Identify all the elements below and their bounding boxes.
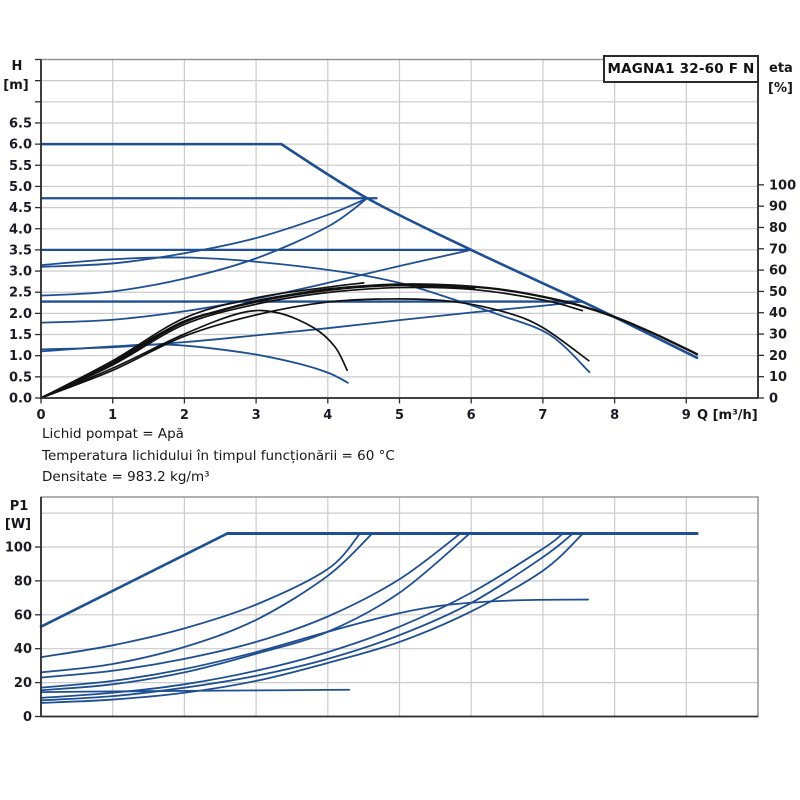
series-prop-pressure-b (40, 197, 369, 297)
svg-text:P1: P1 (10, 499, 29, 514)
svg-text:3: 3 (252, 408, 261, 423)
series-eta-curve-speed-high (40, 298, 590, 399)
svg-text:6: 6 (467, 408, 476, 423)
svg-text:80: 80 (769, 221, 787, 236)
series-p1-prop-pressure-d (40, 532, 584, 704)
series-p1-speed-curve-high (40, 598, 589, 689)
svg-text:2.0: 2.0 (9, 307, 32, 322)
svg-text:60: 60 (769, 264, 787, 279)
svg-text:2: 2 (180, 408, 189, 423)
svg-text:60: 60 (14, 608, 32, 623)
svg-text:4.0: 4.0 (9, 222, 32, 237)
svg-text:4: 4 (323, 408, 332, 423)
series-p1-const-pressure-4.7 (40, 532, 361, 659)
svg-text:0.5: 0.5 (9, 370, 32, 385)
svg-text:30: 30 (769, 328, 787, 343)
svg-text:0: 0 (23, 710, 32, 725)
hq-chart: 0.0 0.5 1.0 1.5 2.0 2.5 3.0 3.5 4.0 4.5 5.0 5.5 6.0 6… (3, 58, 796, 423)
p1-chart: 0 20 40 60 80 100 P1 [W] (5, 496, 759, 725)
svg-text:0: 0 (769, 392, 778, 407)
svg-text:6.0: 6.0 (9, 138, 32, 153)
series-prop-pressure-d (40, 300, 584, 351)
series-eta-curve-2 (40, 286, 584, 399)
svg-text:8: 8 (610, 408, 619, 423)
series-p1-max-rise (39, 532, 229, 628)
svg-text:1.5: 1.5 (9, 328, 32, 343)
series-speed-curve-min (40, 343, 349, 384)
series-p1-prop-pressure-a (40, 532, 374, 674)
svg-text:[m]: [m] (3, 78, 28, 93)
series-p1-prop-pressure-b (40, 532, 471, 692)
svg-text:70: 70 (769, 242, 787, 257)
svg-text:5.0: 5.0 (9, 180, 32, 195)
info-line-temperature: Temperatura lichidului în timpul funcțio… (42, 447, 395, 464)
info-line-density: Densitate = 983.2 kg/m³ (42, 469, 210, 485)
svg-text:9: 9 (682, 408, 691, 423)
svg-text:0.0: 0.0 (9, 392, 32, 407)
series-p1-const-pressure-3.5 (40, 532, 462, 679)
svg-text:3.5: 3.5 (9, 243, 32, 258)
svg-text:H: H (12, 59, 23, 74)
series-speed-curve-high (40, 256, 591, 374)
svg-text:6.5: 6.5 (9, 116, 32, 131)
svg-text:[%]: [%] (768, 81, 793, 96)
svg-text:40: 40 (14, 642, 32, 657)
svg-text:3.0: 3.0 (9, 265, 32, 280)
svg-text:1.0: 1.0 (9, 349, 32, 364)
svg-text:50: 50 (769, 285, 787, 300)
series-max-curve-descent (279, 142, 699, 360)
svg-text:10: 10 (769, 370, 787, 385)
pump-model-title-box: MAGNA1 32-60 F N (603, 55, 759, 83)
svg-text:90: 90 (769, 200, 787, 215)
svg-text:20: 20 (769, 349, 787, 364)
svg-text:20: 20 (14, 676, 32, 691)
info-line-liquid: Lichid pompat = Apă (42, 426, 184, 442)
svg-text:1: 1 (108, 408, 117, 423)
series-p1-const-pressure-2.3 (40, 532, 564, 699)
series-eta-curve-3 (40, 284, 476, 399)
pump-model-title: MAGNA1 32-60 F N (607, 61, 755, 77)
series-p1-speed-curve-min (40, 688, 351, 693)
series-eta-curve-speed-min (40, 309, 349, 399)
series-p1-prop-pressure-c (40, 532, 574, 702)
svg-text:0: 0 (36, 408, 45, 423)
svg-text:Q [m³/h]: Q [m³/h] (697, 408, 758, 423)
svg-text:5: 5 (395, 408, 404, 423)
svg-text:4.5: 4.5 (9, 201, 32, 216)
series-eta-curve-main (39, 283, 699, 400)
svg-text:eta: eta (769, 61, 793, 76)
svg-text:5.5: 5.5 (9, 159, 32, 174)
svg-text:2.5: 2.5 (9, 286, 32, 301)
svg-text:[W]: [W] (5, 517, 31, 532)
svg-text:100: 100 (5, 541, 32, 556)
liquid-info-block: Lichid pompat = Apă Temperatura lichidul… (42, 424, 395, 489)
svg-text:40: 40 (769, 306, 787, 321)
series-eta-curve-4 (40, 282, 365, 399)
series-prop-pressure-a (40, 197, 369, 268)
svg-text:80: 80 (14, 574, 32, 589)
svg-text:7: 7 (538, 408, 547, 423)
svg-text:100: 100 (769, 178, 796, 193)
